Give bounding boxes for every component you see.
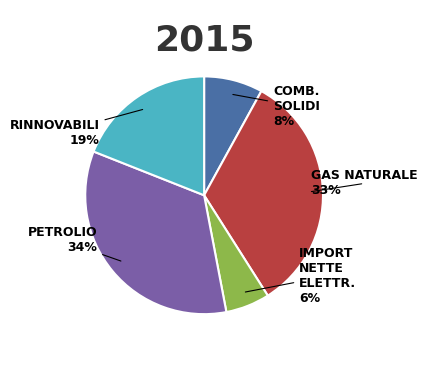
Wedge shape — [204, 76, 261, 195]
Text: IMPORT
NETTE
ELETTR.
6%: IMPORT NETTE ELETTR. 6% — [245, 247, 356, 305]
Text: RINNOVABILI
19%: RINNOVABILI 19% — [9, 110, 142, 147]
Text: PETROLIO
34%: PETROLIO 34% — [27, 226, 121, 261]
Wedge shape — [85, 152, 226, 314]
Wedge shape — [204, 195, 267, 312]
Text: GAS NATURALE
33%: GAS NATURALE 33% — [311, 169, 417, 197]
Text: COMB.
SOLIDI
8%: COMB. SOLIDI 8% — [232, 85, 319, 128]
Title: 2015: 2015 — [153, 23, 254, 57]
Wedge shape — [93, 76, 204, 195]
Wedge shape — [204, 91, 322, 296]
